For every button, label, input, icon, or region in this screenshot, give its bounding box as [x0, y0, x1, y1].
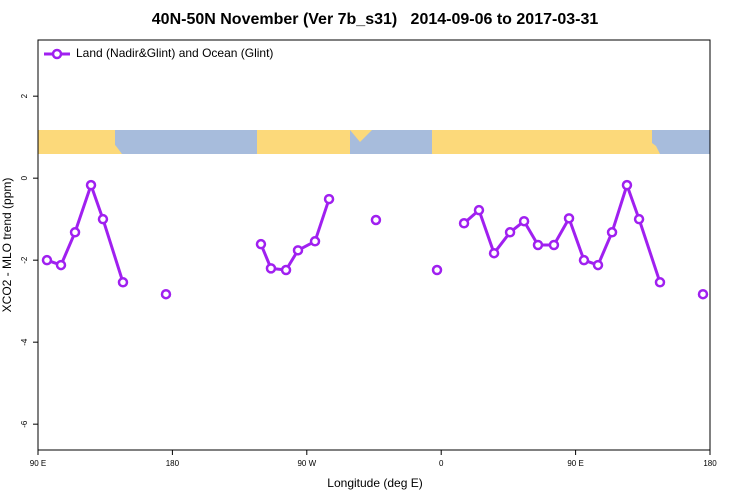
point	[431, 264, 443, 276]
point	[606, 227, 618, 238]
legend-label: Land (Nadir&Glint) and Ocean (Glint)	[76, 46, 273, 60]
map-land	[640, 140, 660, 154]
x-tick-label: 90 E	[30, 459, 46, 468]
series-line	[463, 183, 662, 283]
legend: Land (Nadir&Glint) and Ocean (Glint)	[44, 46, 273, 60]
point	[69, 227, 81, 238]
point	[504, 227, 516, 238]
point	[160, 288, 172, 300]
x-tick-label: 180	[703, 459, 717, 468]
map-land	[104, 140, 122, 154]
legend-marker	[51, 48, 63, 60]
point	[309, 236, 321, 247]
point	[323, 193, 335, 205]
point	[697, 288, 709, 300]
x-axis-label: Longitude (deg E)	[327, 476, 422, 490]
point	[458, 218, 470, 229]
x-tick-label: 90 W	[297, 459, 316, 468]
point	[578, 254, 590, 266]
point	[280, 264, 292, 276]
plot-frame	[37, 39, 711, 451]
point	[563, 213, 575, 224]
point	[621, 179, 633, 191]
point	[654, 277, 666, 288]
map-land	[38, 130, 115, 154]
point	[255, 238, 267, 250]
x-tick-label: 180	[166, 459, 180, 468]
point	[41, 254, 53, 266]
point	[85, 179, 97, 191]
point	[117, 277, 129, 288]
point	[532, 239, 544, 251]
map-land	[350, 130, 372, 142]
point	[633, 213, 645, 225]
point	[55, 259, 67, 271]
y-tick-label: -2	[20, 256, 29, 264]
point	[370, 214, 382, 226]
y-tick-label: 0	[20, 175, 29, 180]
y-axis-label: XCO2 - MLO trend (ppm)	[0, 178, 14, 313]
x-tick-label: 0	[439, 459, 444, 468]
y-tick-label: -4	[20, 338, 29, 346]
point	[265, 263, 277, 274]
series-line	[259, 198, 331, 272]
point	[292, 245, 304, 256]
x-tick-label: 90 E	[567, 459, 583, 468]
map-land	[432, 130, 652, 154]
chart-title: 40N-50N November (Ver 7b_s31) 2014-09-06…	[152, 11, 599, 28]
point	[518, 215, 530, 227]
point	[473, 204, 485, 216]
y-tick-label: 2	[20, 93, 29, 98]
point	[488, 247, 500, 259]
map-strip	[38, 130, 710, 154]
map-land	[257, 130, 350, 154]
point	[592, 259, 604, 271]
point	[548, 239, 560, 251]
point	[97, 213, 109, 225]
y-tick-label: -6	[20, 420, 29, 428]
